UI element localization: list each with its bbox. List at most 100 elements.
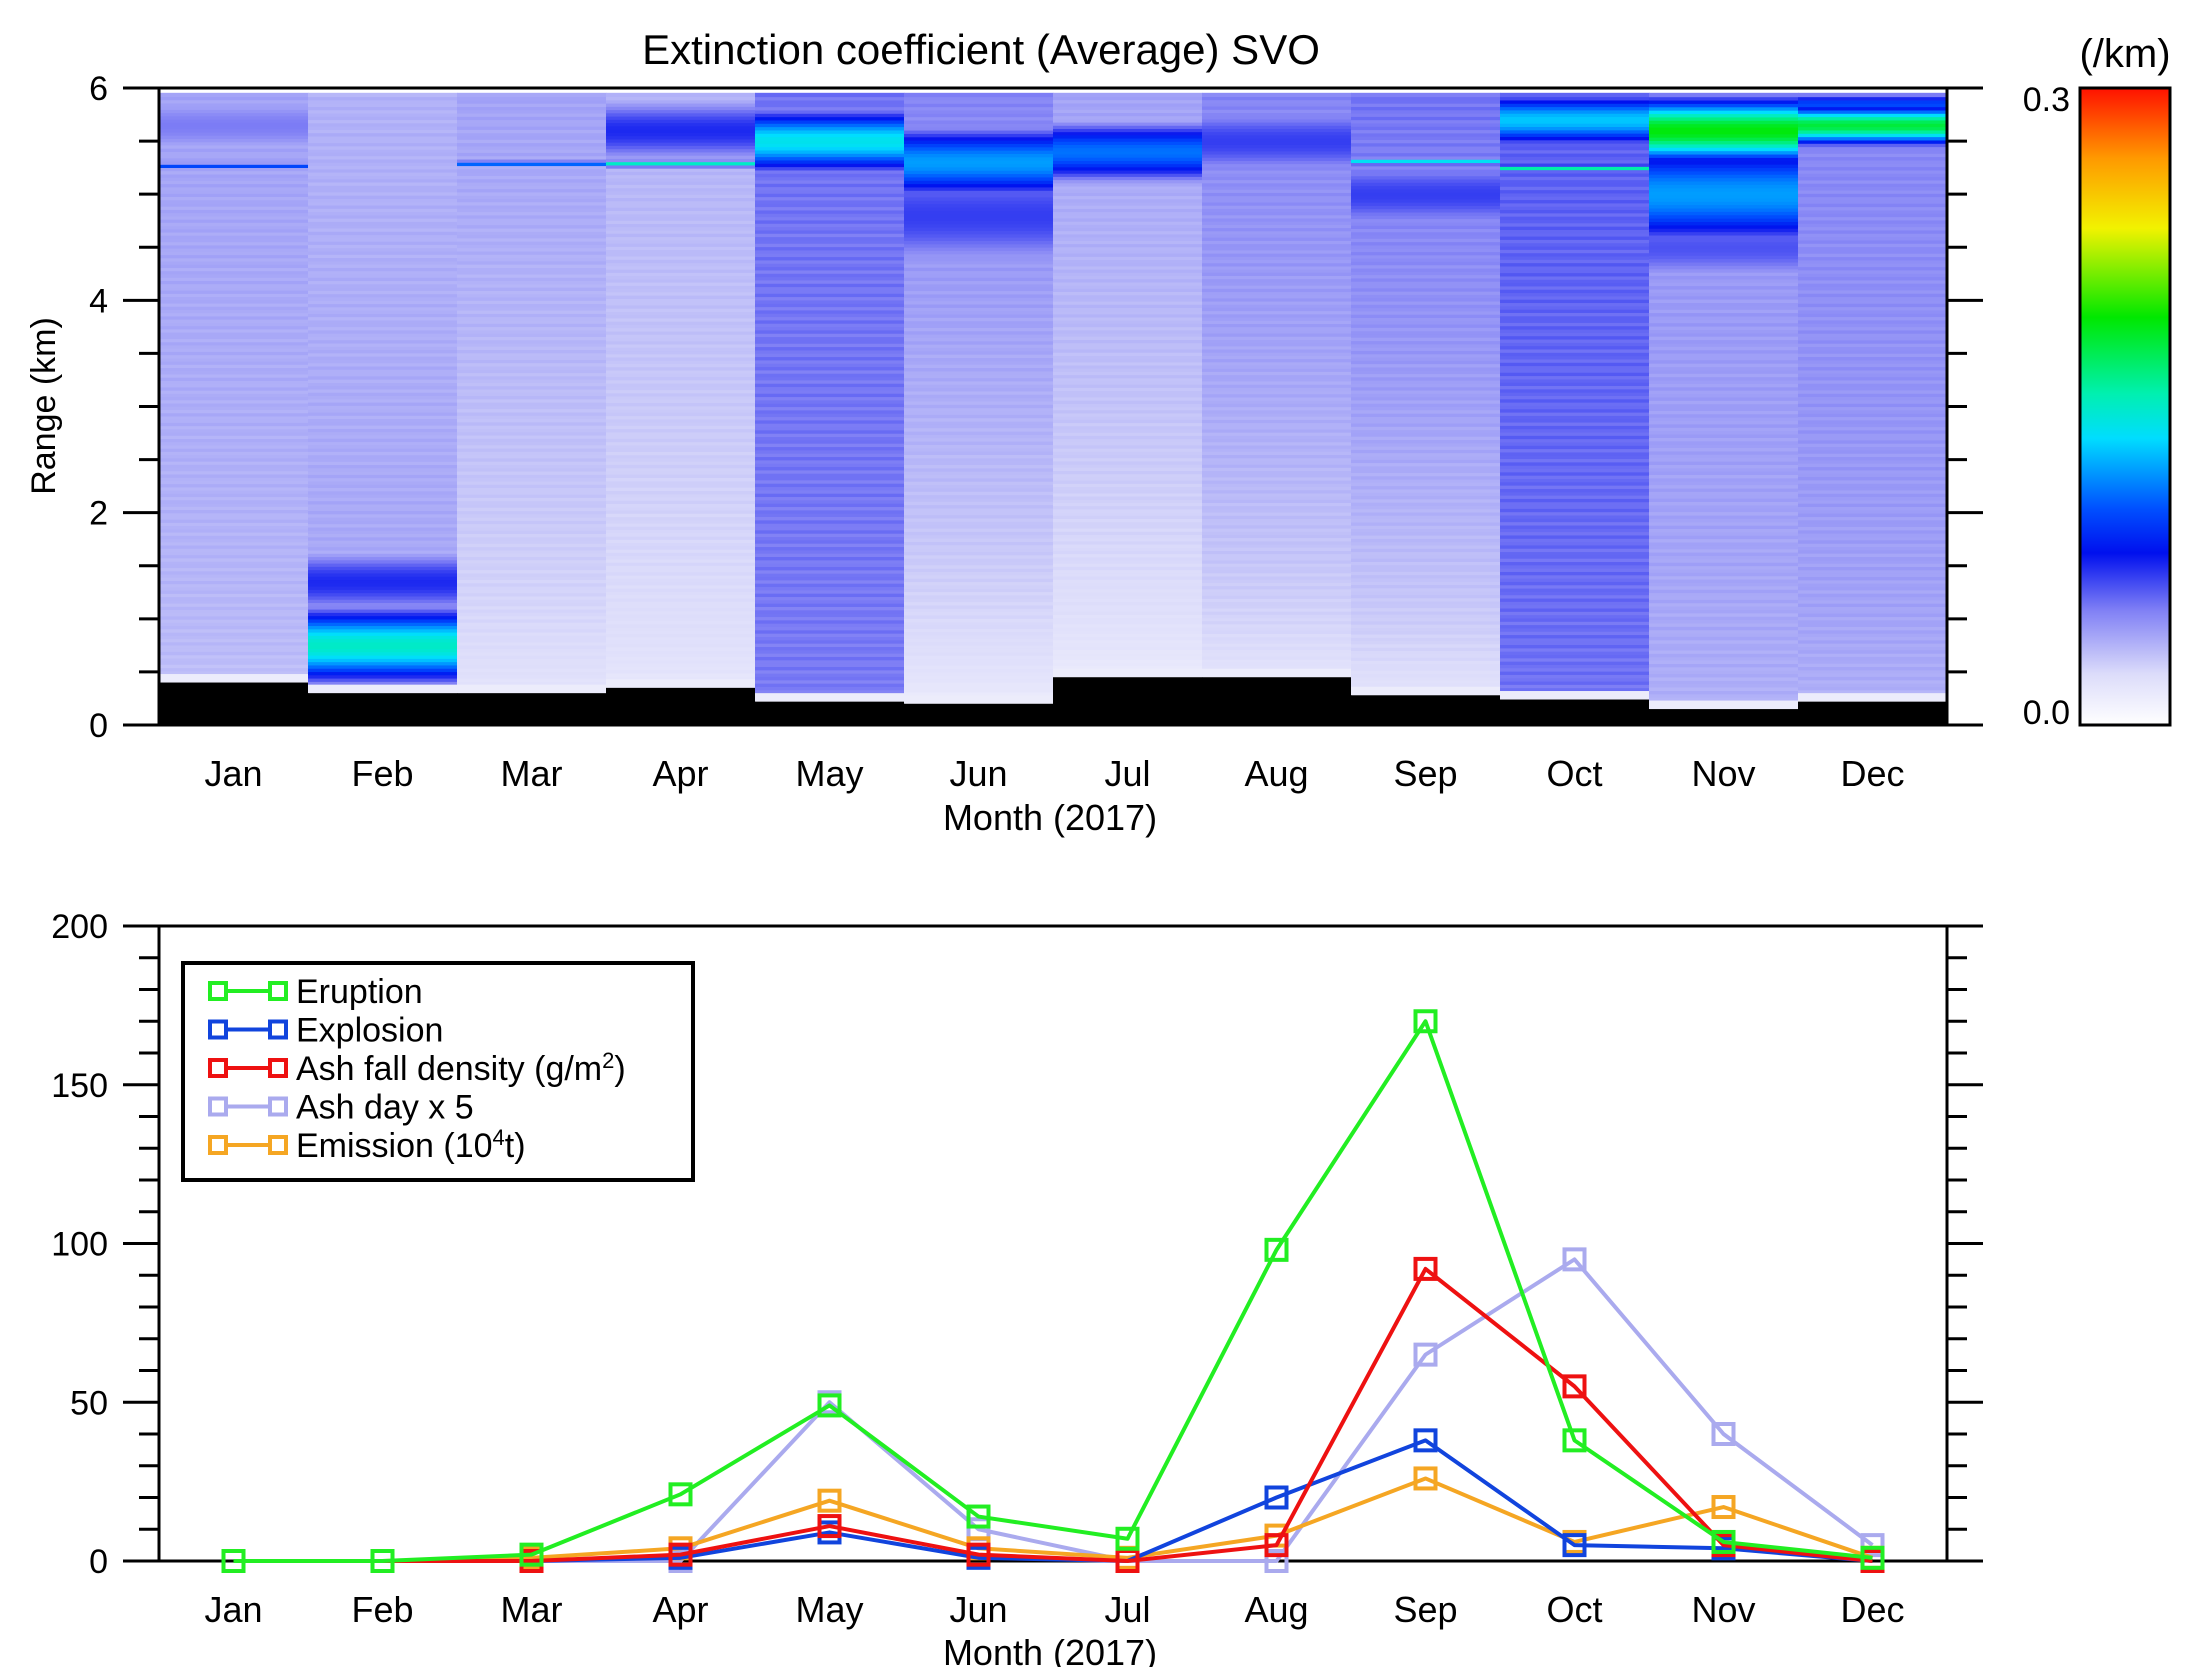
heatmap-cell: [1500, 434, 1650, 440]
heatmap-cell: [457, 549, 607, 554]
heatmap-cell: [755, 685, 905, 691]
heatmap-cell: [1649, 119, 1799, 125]
heatmap-cell: [1351, 122, 1501, 127]
heatmap-cell: [606, 223, 756, 228]
heatmap-cell: [1649, 325, 1799, 330]
heatmap-cell: [1053, 153, 1203, 158]
heatmap-cell: [904, 487, 1054, 492]
heatmap-cell: [1798, 582, 1948, 588]
heatmap-cell: [159, 508, 309, 514]
line-chart-x-tick-label: Oct: [1546, 1589, 1602, 1630]
heatmap-cell: [1798, 449, 1948, 454]
heatmap-cell: [606, 183, 756, 189]
heatmap-cell: [1351, 650, 1501, 655]
heatmap-cell: [904, 654, 1054, 659]
heatmap-cell: [1798, 496, 1948, 501]
heatmap-cell: [606, 210, 756, 215]
heatmap-cell: [457, 115, 607, 121]
line-chart-x-tick-labels: Jan Feb Mar Apr May Jun Jul Aug Sep Oct Nov Dec: [204, 1589, 1904, 1630]
heatmap-cell: [1053, 275, 1203, 280]
heatmap-cell: [308, 385, 458, 390]
heatmap-cell: [159, 325, 309, 330]
heatmap-cell: [1649, 558, 1799, 563]
heatmap-cell: [1500, 162, 1650, 167]
heatmap-cell: [1649, 683, 1799, 688]
heatmap-cell: [308, 112, 458, 117]
heatmap-cell: [1649, 497, 1799, 503]
heatmap-cell: [904, 146, 1054, 151]
heatmap-cell: [1053, 278, 1203, 283]
heatmap-cell: [1798, 169, 1948, 174]
heatmap-cell: [1053, 313, 1203, 318]
legend-label: Eruption: [296, 973, 423, 1011]
heatmap-cell: [159, 670, 309, 675]
heatmap-cell: [606, 187, 756, 192]
heatmap-cell: [904, 480, 1054, 486]
heatmap-cell: [1798, 406, 1948, 411]
heatmap-cell: [755, 92, 905, 98]
heatmap-cell: [904, 290, 1054, 295]
heatmap-cell: [1202, 150, 1352, 155]
heatmap-cell: [606, 245, 756, 251]
heatmap-cell: [904, 303, 1054, 308]
line-chart-y-tick-label: 200: [51, 908, 108, 946]
heatmap-cell: [1202, 262, 1352, 267]
heatmap-cell: [1649, 635, 1799, 641]
heatmap-cell: [308, 289, 458, 295]
heatmap-cell: [1798, 526, 1948, 531]
heatmap-cell: [159, 657, 309, 662]
heatmap-cell: [308, 322, 458, 328]
heatmap-cell: [308, 460, 458, 466]
heatmap-cell: [159, 199, 309, 204]
heatmap-cell: [308, 585, 458, 590]
heatmap-cell: [1053, 137, 1203, 142]
heatmap-cell: [1202, 201, 1352, 206]
heatmap-cell: [904, 99, 1054, 104]
heatmap-cell: [606, 503, 756, 508]
heatmap-cell: [1351, 458, 1501, 464]
heatmap-cell: [159, 415, 309, 420]
heatmap-cell: [606, 252, 756, 257]
heatmap-cell: [1500, 478, 1650, 483]
heatmap-cell: [457, 602, 607, 607]
heatmap-cell: [904, 537, 1054, 542]
heatmap-cell: [606, 281, 756, 286]
heatmap-cell: [904, 166, 1054, 171]
heatmap-cell: [904, 316, 1054, 322]
heatmap-cell: [606, 193, 756, 198]
heatmap-cell: [1798, 489, 1948, 494]
heatmap-cell: [1649, 612, 1799, 617]
heatmap-cell: [606, 232, 756, 238]
heatmap-cell: [159, 634, 309, 640]
heatmap-cell: [1500, 265, 1650, 270]
heatmap-cell: [1351, 125, 1501, 131]
heatmap-cell: [1649, 156, 1799, 162]
heatmap-cell: [308, 158, 458, 163]
heatmap-cell: [457, 309, 607, 314]
heatmap-cell: [1500, 411, 1650, 416]
heatmap-cell: [1053, 102, 1203, 107]
heatmap-cell: [1798, 512, 1948, 518]
series-marker: [1115, 1549, 1140, 1573]
heatmap-cell: [1798, 172, 1948, 178]
heatmap-cell: [308, 556, 458, 561]
heatmap-cell: [1798, 529, 1948, 534]
heatmap-cell: [308, 414, 458, 420]
heatmap-cell: [1351, 92, 1501, 98]
heatmap-cell: [1500, 328, 1650, 333]
heatmap-cell: [1202, 268, 1352, 273]
heatmap-cell: [904, 423, 1054, 429]
heatmap-cell: [1798, 389, 1948, 394]
heatmap-cell: [159, 350, 309, 356]
heatmap-cell: [1500, 494, 1650, 499]
heatmap-cell: [1053, 233, 1203, 238]
heatmap-cell: [1500, 385, 1650, 390]
heatmap-cell: [606, 131, 756, 137]
heatmap-cell: [1053, 409, 1203, 414]
heatmap-cell: [606, 538, 756, 544]
heatmap-cell: [159, 647, 309, 652]
heatmap-cell: [1202, 444, 1352, 449]
heatmap-cell: [1500, 657, 1650, 662]
heatmap-cell: [1351, 564, 1501, 569]
